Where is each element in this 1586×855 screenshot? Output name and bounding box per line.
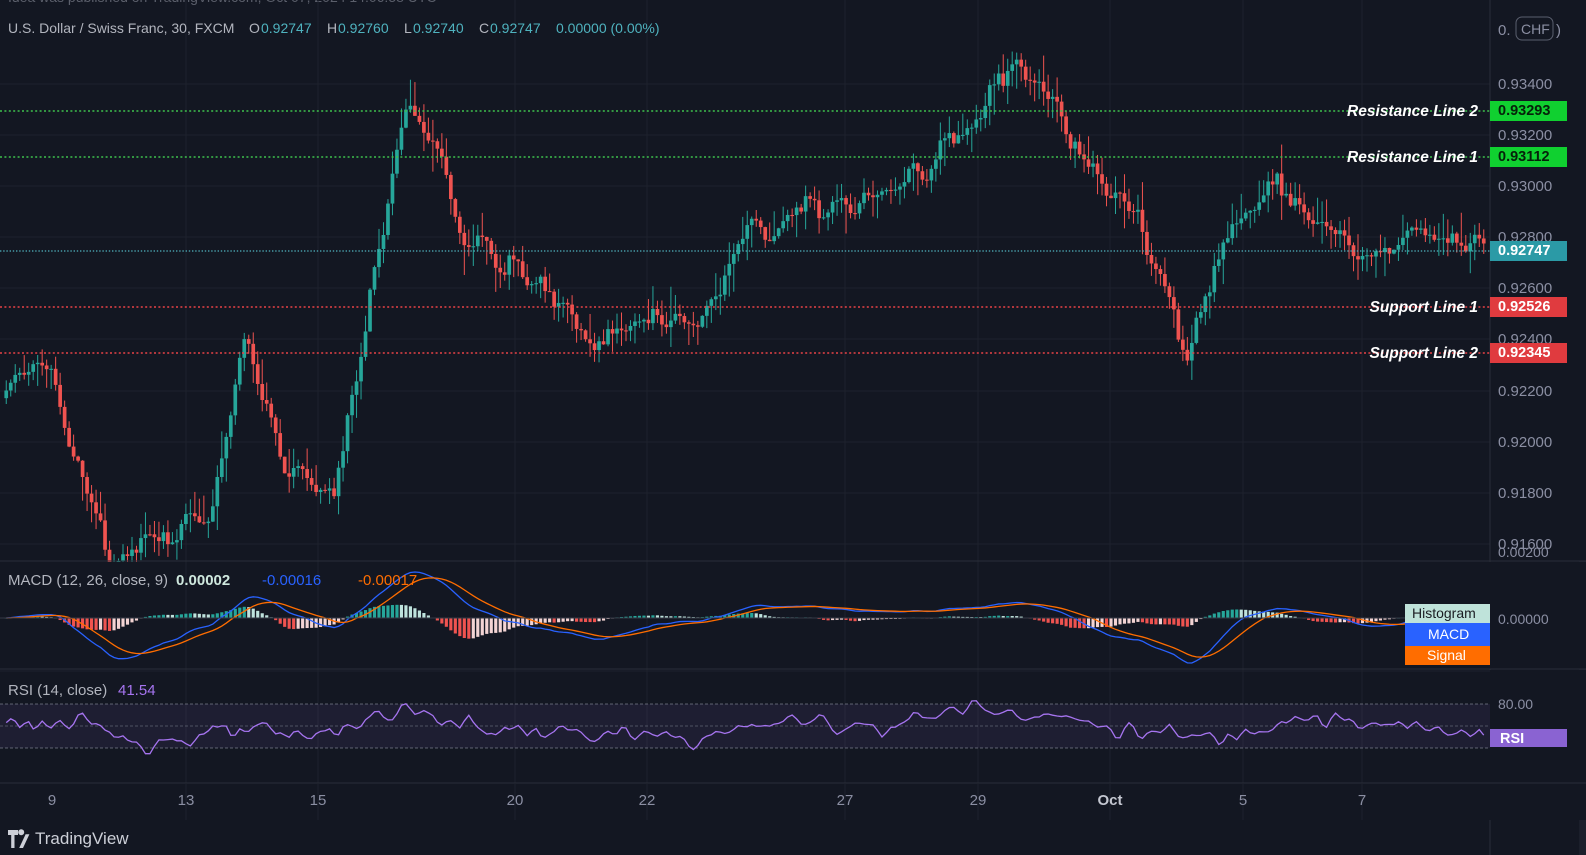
svg-text:Histogram: Histogram [1412,605,1476,621]
svg-text:MACD (12, 26, close, 9): MACD (12, 26, close, 9) [8,572,168,589]
svg-text:Support Line 2: Support Line 2 [1370,345,1479,362]
svg-text:0.92000: 0.92000 [1498,434,1552,451]
svg-text:-0.00017: -0.00017 [358,572,417,589]
svg-text:C: C [479,20,489,36]
svg-text:0.00200: 0.00200 [1498,544,1549,560]
svg-text:0.93000: 0.93000 [1498,178,1552,195]
svg-text:0.93112: 0.93112 [1498,149,1550,165]
svg-text:0.00002: 0.00002 [176,572,230,589]
svg-text:22: 22 [639,792,656,809]
svg-text:20: 20 [507,792,524,809]
svg-text:27: 27 [837,792,854,809]
svg-text:RSI (14, close): RSI (14, close) [8,682,107,699]
svg-text:29: 29 [970,792,987,809]
svg-text:H: H [327,20,337,36]
svg-text:O: O [249,20,260,36]
svg-text:Signal: Signal [1427,647,1466,663]
svg-text:Support Line 1: Support Line 1 [1370,299,1479,316]
svg-text:0.92760: 0.92760 [338,20,389,36]
svg-text:9: 9 [48,792,56,809]
svg-text:Idea was published on TradingV: Idea was published on TradingView.com, O… [8,0,437,5]
svg-text:Resistance Line 2: Resistance Line 2 [1347,103,1478,120]
svg-text:CHF: CHF [1521,21,1550,37]
svg-text:0.92526: 0.92526 [1498,299,1550,315]
svg-text:RSI: RSI [1500,731,1524,747]
svg-text:80.00: 80.00 [1498,696,1533,712]
svg-text:0.92747: 0.92747 [490,20,541,36]
svg-text:0.92600: 0.92600 [1498,280,1552,297]
svg-text:7: 7 [1358,792,1366,809]
svg-text:0.92747: 0.92747 [261,20,312,36]
svg-text:0.93200: 0.93200 [1498,127,1552,144]
svg-text:0.93293: 0.93293 [1498,103,1550,119]
svg-text:-0.00016: -0.00016 [262,572,321,589]
svg-text:U.S. Dollar / Swiss Franc, 30,: U.S. Dollar / Swiss Franc, 30, FXCM [8,20,234,36]
svg-text:0.92200: 0.92200 [1498,383,1552,400]
svg-text:0.91800: 0.91800 [1498,485,1552,502]
svg-text:0.92740: 0.92740 [413,20,464,36]
svg-text:0.00000: 0.00000 [1498,611,1549,627]
svg-text:MACD: MACD [1428,626,1469,642]
svg-text:0.92747: 0.92747 [1498,243,1550,259]
svg-text:5: 5 [1239,792,1247,809]
svg-text:0.93400: 0.93400 [1498,76,1552,93]
svg-text:15: 15 [310,792,327,809]
svg-text:0.: 0. [1498,22,1511,39]
svg-text:0.92345: 0.92345 [1498,345,1550,361]
svg-text:41.54: 41.54 [118,682,156,699]
svg-text:TradingView: TradingView [35,829,129,848]
svg-text:): ) [1556,22,1561,39]
svg-text:13: 13 [178,792,195,809]
svg-text:Resistance Line 1: Resistance Line 1 [1347,149,1478,166]
svg-text:Oct: Oct [1097,792,1122,809]
svg-text:L: L [404,20,412,36]
svg-text:0.00000 (0.00%): 0.00000 (0.00%) [556,20,660,36]
